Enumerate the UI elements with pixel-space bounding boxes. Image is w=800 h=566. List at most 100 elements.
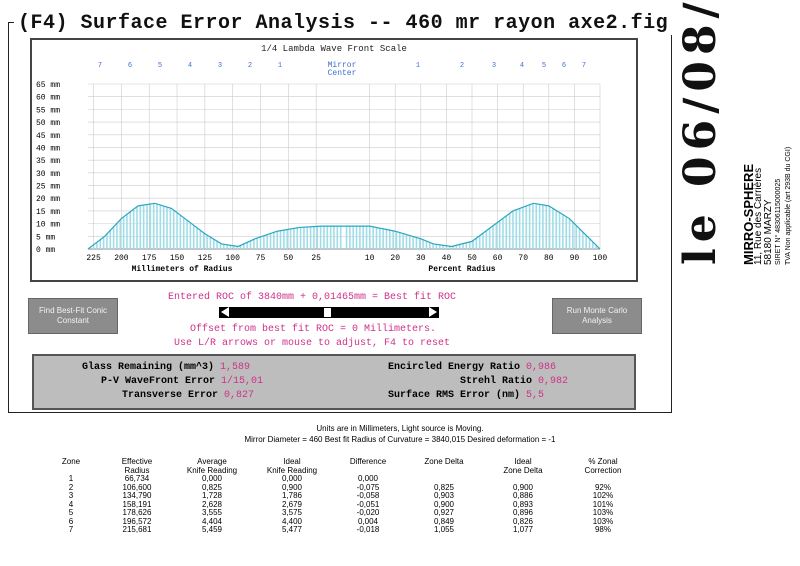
zone-marker-left: 4 — [188, 62, 192, 70]
x-tick-right: 60 — [493, 254, 503, 263]
y-tick-label: 30 mm — [36, 170, 60, 179]
strehl-label: Strehl Ratio — [460, 376, 533, 387]
table-cell: 0,900 — [281, 482, 303, 492]
zone-marker-right: 2 — [460, 62, 464, 70]
x-tick-right: 40 — [442, 254, 452, 263]
table-cell: 196,572 — [122, 516, 152, 526]
pv-value: 1/15,01 — [221, 376, 264, 387]
transverse-value: 0,827 — [224, 390, 255, 401]
table-cell: 215,681 — [122, 525, 152, 534]
x-axis-label-right: Percent Radius — [428, 265, 495, 274]
table-cell: 3,555 — [201, 508, 223, 517]
table-cell: 98% — [594, 525, 611, 534]
roc-slider[interactable] — [219, 307, 439, 318]
table-cell: -0,075 — [356, 482, 380, 492]
table-cell: 0,825 — [433, 482, 455, 492]
strehl-value: 0,982 — [538, 376, 569, 387]
slider-thumb[interactable] — [324, 308, 331, 317]
table-cell: 5,477 — [281, 525, 303, 534]
zone-table-header: Zone Effective Average Ideal Difference Zone … — [40, 457, 644, 476]
chart-title: 1/4 Lambda Wave Front Scale — [261, 44, 407, 54]
x-tick-left: 150 — [170, 254, 185, 263]
zone-header-cell: Average — [197, 457, 227, 466]
table-cell: 2,679 — [281, 499, 303, 509]
table-cell: 0,900 — [433, 499, 455, 509]
table-row: 2 106,600 0,825 0,900 -0,075 0,825 0,900 92% — [40, 482, 644, 493]
table-cell: 3 — [68, 491, 74, 500]
x-axis: 225 200 175 150 125 100 75 50 25 10 20 30 40 50 60 70 80… — [86, 254, 607, 263]
table-cell: 101% — [592, 499, 614, 509]
zone-marker-left: 6 — [128, 62, 132, 70]
x-tick-right: 50 — [467, 254, 477, 263]
frame-top-left — [8, 22, 16, 23]
y-tick-label: 25 mm — [36, 183, 60, 192]
y-tick-label: 60 mm — [36, 94, 60, 103]
zone-marker-right: 3 — [492, 62, 496, 70]
pv-error: P-V WaveFront Error 1/15,01 — [101, 376, 263, 387]
table-cell: 0,893 — [512, 499, 534, 509]
zone-header-cell: Ideal — [283, 457, 301, 466]
y-tick-label: 45 mm — [36, 132, 60, 141]
table-cell: 1,786 — [281, 491, 303, 500]
table-cell: -0,051 — [356, 499, 380, 509]
zone-marker-right: 4 — [520, 62, 524, 70]
x-tick-left: 100 — [225, 254, 240, 263]
table-cell: 6 — [68, 516, 74, 526]
stats-panel: Glass Remaining (mm^3) 1,589 P-V WaveFron… — [32, 354, 636, 410]
zone-markers: 7 6 5 4 3 2 1 1 2 3 4 5 6 7 — [98, 62, 586, 70]
rms-value: 5,5 — [526, 390, 545, 401]
zone-table-body: 1 66,734 0,000 0,000 0,000 2 106,600 0,825 0,900… — [40, 474, 644, 535]
table-cell: 1,077 — [512, 525, 534, 534]
y-tick-label: 15 mm — [36, 208, 60, 217]
table-row: 7 215,681 5,459 5,477 -0,018 1,055 1,077 98% — [40, 525, 644, 535]
profile-line — [87, 202, 601, 250]
arrow-right-icon[interactable] — [429, 307, 437, 317]
y-tick-label: 40 mm — [36, 144, 60, 153]
glass-label: Glass Remaining (mm^3) — [82, 362, 215, 373]
table-cell: 0,903 — [433, 491, 455, 500]
zone-header-cell: Knife Reading — [186, 465, 238, 475]
table-row: 3 134,790 1,728 1,786 -0,058 0,903 0,886 102% — [40, 491, 644, 501]
stamp-city: 58180 MARZY — [763, 199, 774, 265]
x-tick-right: 100 — [593, 254, 608, 263]
zone-marker-left: 2 — [248, 62, 252, 70]
x-tick-right: 20 — [390, 254, 400, 263]
find-conic-button[interactable]: Find Best-Fit Conic Constant — [28, 298, 118, 334]
table-cell: 4,404 — [201, 516, 223, 526]
y-axis: 65 mm 60 mm 55 mm 50 mm 45 mm 40 mm 35 mm 30 mm… — [36, 81, 60, 255]
zone-table: Zone Effective Average Ideal Difference Zone … — [40, 457, 644, 535]
zone-header-cell: Correction — [584, 465, 622, 475]
handwritten-date: le 06/08/2021 — [675, 0, 726, 265]
monte-carlo-button[interactable]: Run Monte Carlo Analysis — [552, 298, 642, 334]
rms-error: Surface RMS Error (nm) 5,5 — [388, 390, 544, 401]
table-row: 4 158,191 2,628 2,679 -0,051 0,900 0,893 101% — [40, 499, 644, 510]
zone-marker-left: 5 — [158, 62, 162, 70]
table-cell: 1 — [68, 474, 74, 483]
zone-marker-right: 6 — [562, 62, 566, 70]
y-tick-label: 35 mm — [36, 157, 60, 166]
zone-header-cell — [404, 467, 484, 476]
table-cell: 5 — [68, 508, 74, 517]
y-tick-label: 5 mm — [36, 233, 55, 242]
zone-marker-right: 1 — [416, 62, 420, 70]
zone-header-cell: % Zonal — [588, 457, 618, 466]
roc-line: Entered ROC of 3840mm + 0,01465mm = Best… — [168, 292, 457, 303]
table-cell: 2,628 — [201, 499, 223, 509]
table-cell: 66,734 — [124, 474, 150, 483]
zone-marker-left: 1 — [278, 62, 282, 70]
glass-remaining: Glass Remaining (mm^3) 1,589 — [82, 362, 250, 373]
x-axis-label-left: Millimeters of Radius — [132, 265, 233, 274]
table-cell: -0,058 — [356, 491, 380, 500]
profile-marks — [87, 202, 601, 250]
table-cell: -0,020 — [356, 508, 380, 517]
x-tick-right: 90 — [570, 254, 580, 263]
table-cell: 7 — [68, 525, 74, 534]
arrow-left-icon[interactable] — [221, 307, 229, 317]
zone-marker-left: 7 — [98, 62, 102, 70]
zone-header-cell: Radius — [124, 465, 150, 475]
params-line: Mirror Diameter = 460 Best fit Radius of… — [244, 435, 556, 444]
table-cell: 178,626 — [122, 508, 152, 517]
zone-header-cell: Effective — [121, 457, 153, 466]
table-cell: 106,600 — [122, 482, 152, 492]
zone-header-cell: Zone Delta — [503, 465, 543, 475]
